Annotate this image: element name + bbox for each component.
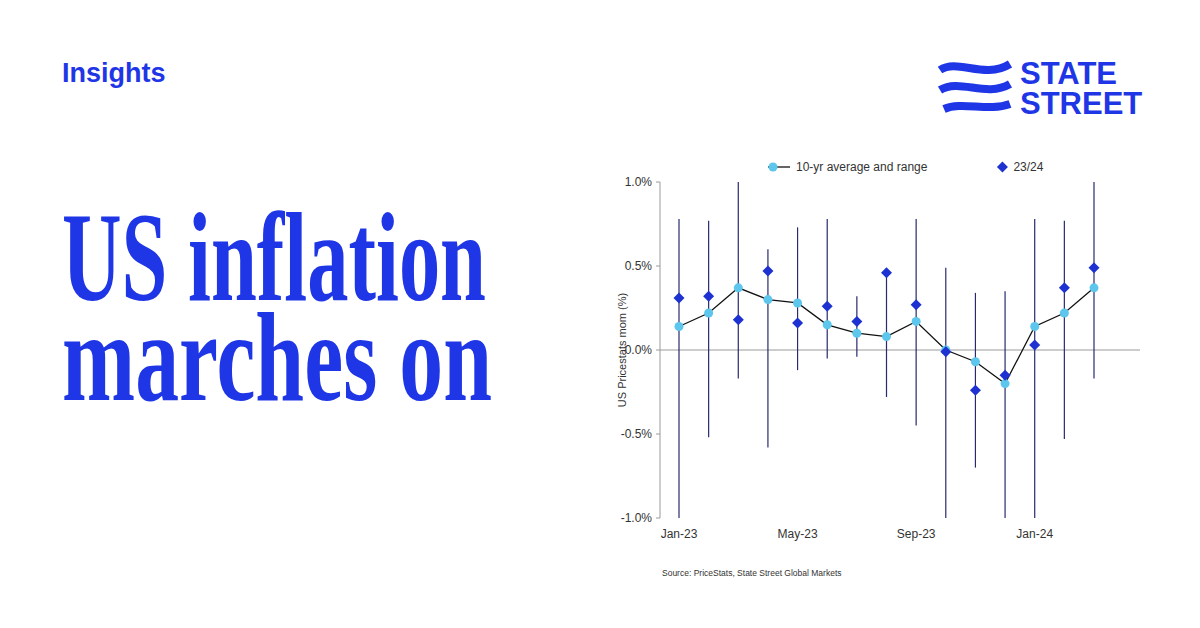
plot-area (674, 182, 1100, 518)
legend-swatch (997, 162, 1008, 173)
point-marker (734, 283, 743, 292)
point-marker (851, 316, 862, 327)
logo-wave (944, 104, 1010, 109)
x-tick-label: May-23 (778, 527, 818, 541)
logo-wave (940, 84, 1010, 90)
range-bar (1004, 291, 1005, 518)
x-tick-label: Jan-23 (661, 527, 698, 541)
x-tick-label: Sep-23 (897, 527, 936, 541)
kicker: Insights (62, 58, 166, 88)
y-tick-label: 0.0% (625, 343, 653, 357)
x-axis-line (660, 350, 1140, 351)
legend-swatch (769, 163, 778, 172)
point-marker (852, 329, 861, 338)
background (0, 0, 1200, 628)
range-bar (1093, 182, 1094, 379)
range-bar (1034, 219, 1035, 518)
point-marker (675, 322, 684, 331)
range-bar (1064, 221, 1065, 439)
legend: 10-yr average and range 23/24 (768, 160, 1044, 174)
range-bar (975, 293, 976, 468)
y-tick (656, 434, 660, 435)
point-marker (793, 298, 802, 307)
point-marker (822, 301, 833, 312)
point-marker (1090, 283, 1099, 292)
logo-waves (940, 64, 1010, 109)
y-tick (656, 350, 660, 351)
range-bar (767, 249, 768, 447)
point-marker (762, 266, 773, 277)
y-tick (656, 518, 660, 519)
y-tick (656, 266, 660, 267)
point-marker (1059, 282, 1070, 293)
point-marker (881, 267, 892, 278)
chart: -1.0% -0.5% 0.0% 0.5% 1.0% Jan-23 May-23 Sep-23… (616, 160, 1140, 578)
point-marker (911, 299, 922, 310)
point-marker (792, 318, 803, 329)
range-bar (678, 219, 679, 518)
point-marker (674, 292, 685, 303)
y-tick (656, 182, 660, 183)
legend-label: 10-yr average and range (796, 160, 928, 174)
y-tick-label: -0.5% (621, 427, 653, 441)
point-marker (912, 317, 921, 326)
y-axis-title: US Pricestats mom (%) (616, 293, 628, 407)
x-tick-label: Jan-24 (1016, 527, 1053, 541)
y-tick-label: 0.5% (625, 259, 653, 273)
y-tick-label: -1.0% (621, 511, 653, 525)
point-marker (971, 357, 980, 366)
point-marker (882, 332, 891, 341)
y-tick-label: 1.0% (625, 175, 653, 189)
point-marker (763, 295, 772, 304)
point-marker (940, 346, 951, 357)
series-line (679, 288, 1094, 384)
point-marker (1060, 309, 1069, 318)
source-note: Source: PriceStats, State Street Global … (662, 568, 842, 578)
point-marker (733, 314, 744, 325)
point-marker (703, 291, 714, 302)
legend-label: 23/24 (1013, 160, 1043, 174)
point-marker (1000, 370, 1011, 381)
range-bar (738, 182, 739, 379)
point-marker (1089, 262, 1100, 273)
point-marker (823, 320, 832, 329)
headline: marches on (62, 286, 492, 428)
point-marker (970, 385, 981, 396)
range-bar (945, 268, 946, 518)
point-marker (704, 309, 713, 318)
range-bar (827, 219, 828, 358)
range-bar (708, 221, 709, 438)
brand: STREET (1020, 86, 1142, 121)
logo-wave (940, 64, 1010, 70)
point-marker (1029, 339, 1040, 350)
canvas: InsightsUS inflationmarches onSTATESTREE… (0, 0, 1200, 628)
point-marker (1030, 322, 1039, 331)
